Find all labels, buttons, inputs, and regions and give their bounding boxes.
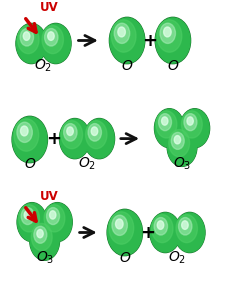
Circle shape bbox=[64, 124, 77, 141]
Circle shape bbox=[60, 118, 90, 159]
Circle shape bbox=[171, 132, 184, 149]
Circle shape bbox=[45, 28, 58, 46]
Text: $O$: $O$ bbox=[121, 59, 133, 73]
Circle shape bbox=[174, 212, 205, 253]
Text: UV: UV bbox=[40, 190, 59, 203]
Text: $O$: $O$ bbox=[119, 251, 131, 265]
Text: +: + bbox=[46, 130, 61, 148]
Circle shape bbox=[175, 213, 204, 252]
Circle shape bbox=[19, 205, 39, 232]
Circle shape bbox=[13, 117, 47, 162]
Circle shape bbox=[12, 116, 47, 163]
Circle shape bbox=[14, 119, 39, 151]
Circle shape bbox=[155, 17, 191, 64]
Circle shape bbox=[187, 117, 193, 125]
Circle shape bbox=[31, 224, 52, 250]
Circle shape bbox=[156, 18, 190, 63]
Circle shape bbox=[24, 211, 30, 219]
Circle shape bbox=[67, 127, 73, 136]
Text: $O$: $O$ bbox=[24, 157, 36, 170]
Circle shape bbox=[43, 203, 72, 241]
Circle shape bbox=[23, 32, 30, 40]
Circle shape bbox=[16, 23, 47, 64]
Circle shape bbox=[37, 230, 43, 238]
Circle shape bbox=[179, 218, 192, 235]
Circle shape bbox=[155, 109, 184, 147]
Circle shape bbox=[107, 209, 142, 256]
Circle shape bbox=[169, 130, 190, 157]
Circle shape bbox=[154, 218, 167, 235]
Circle shape bbox=[60, 119, 90, 158]
Circle shape bbox=[155, 109, 184, 148]
Circle shape bbox=[156, 111, 177, 138]
Circle shape bbox=[43, 202, 72, 242]
Text: $O$: $O$ bbox=[167, 59, 179, 73]
Text: $O_2$: $O_2$ bbox=[78, 155, 96, 172]
Circle shape bbox=[182, 221, 188, 230]
Circle shape bbox=[17, 202, 47, 242]
Circle shape bbox=[42, 26, 63, 54]
Circle shape bbox=[157, 20, 182, 52]
Circle shape bbox=[18, 203, 46, 241]
Circle shape bbox=[158, 114, 172, 131]
Circle shape bbox=[109, 17, 145, 64]
Text: +: + bbox=[142, 32, 158, 50]
Circle shape bbox=[17, 122, 32, 142]
Circle shape bbox=[110, 18, 144, 63]
Circle shape bbox=[21, 126, 28, 136]
Circle shape bbox=[20, 28, 33, 46]
Circle shape bbox=[40, 23, 71, 64]
Circle shape bbox=[85, 121, 107, 149]
Circle shape bbox=[115, 219, 123, 229]
Circle shape bbox=[84, 118, 114, 159]
Circle shape bbox=[16, 24, 46, 63]
Circle shape bbox=[162, 117, 168, 125]
Circle shape bbox=[180, 109, 210, 148]
Circle shape bbox=[21, 208, 34, 225]
Circle shape bbox=[18, 26, 39, 54]
Circle shape bbox=[88, 124, 101, 141]
Circle shape bbox=[109, 212, 134, 244]
Circle shape bbox=[181, 111, 202, 138]
Circle shape bbox=[160, 23, 175, 44]
Circle shape bbox=[41, 24, 71, 63]
Circle shape bbox=[150, 213, 180, 252]
Circle shape bbox=[111, 20, 136, 52]
Circle shape bbox=[34, 226, 47, 243]
Circle shape bbox=[91, 127, 98, 136]
Circle shape bbox=[108, 210, 142, 255]
Circle shape bbox=[168, 128, 196, 166]
Circle shape bbox=[61, 121, 82, 149]
Circle shape bbox=[167, 128, 197, 167]
Text: $O_2$: $O_2$ bbox=[168, 250, 187, 266]
Circle shape bbox=[49, 211, 56, 219]
Circle shape bbox=[30, 222, 59, 260]
Circle shape bbox=[152, 214, 173, 243]
Circle shape bbox=[114, 23, 130, 44]
Circle shape bbox=[44, 205, 65, 232]
Circle shape bbox=[46, 208, 60, 225]
Circle shape bbox=[150, 212, 181, 253]
Text: $O_2$: $O_2$ bbox=[34, 58, 53, 74]
Circle shape bbox=[84, 119, 114, 158]
Circle shape bbox=[157, 221, 164, 230]
Circle shape bbox=[112, 215, 127, 236]
Text: +: + bbox=[140, 224, 155, 242]
Text: $O_3$: $O_3$ bbox=[173, 155, 191, 172]
Text: $O_3$: $O_3$ bbox=[35, 250, 54, 266]
Circle shape bbox=[174, 136, 181, 144]
Circle shape bbox=[30, 221, 60, 260]
Circle shape bbox=[184, 114, 197, 131]
Text: UV: UV bbox=[40, 2, 59, 14]
Circle shape bbox=[118, 27, 125, 37]
Circle shape bbox=[48, 32, 54, 40]
Circle shape bbox=[176, 214, 197, 243]
Circle shape bbox=[164, 27, 171, 37]
Circle shape bbox=[180, 109, 209, 147]
